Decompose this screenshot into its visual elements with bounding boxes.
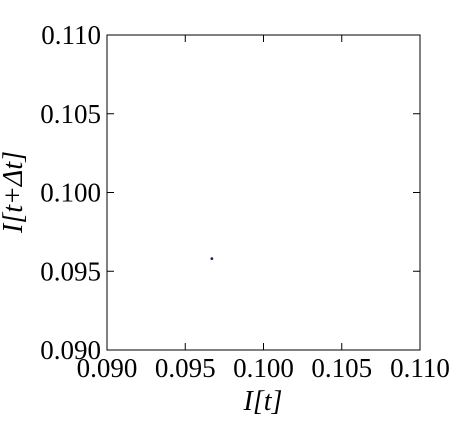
x-axis-ticks: 0.090 0.095 0.100 0.105 0.110: [77, 35, 450, 383]
y-tick-label: 0.095: [40, 256, 101, 286]
y-axis-label: I[t+Δt]: [0, 151, 29, 234]
x-axis-label: I[t]: [243, 386, 283, 417]
y-tick-label: 0.100: [40, 178, 101, 208]
x-tick-label: 0.105: [311, 353, 372, 383]
data-point: [210, 257, 214, 261]
x-tick-label: 0.110: [390, 353, 450, 383]
y-tick-label: 0.090: [40, 335, 101, 365]
data-points: [210, 257, 214, 261]
x-tick-label: 0.095: [155, 353, 216, 383]
y-tick-label: 0.105: [40, 99, 101, 129]
plot-frame: [106, 34, 421, 351]
y-tick-label: 0.110: [41, 20, 101, 50]
x-tick-label: 0.100: [233, 353, 294, 383]
x-tick-label: 0.090: [77, 353, 138, 383]
y-axis-ticks: 0.090 0.095 0.100 0.105 0.110: [40, 20, 420, 365]
